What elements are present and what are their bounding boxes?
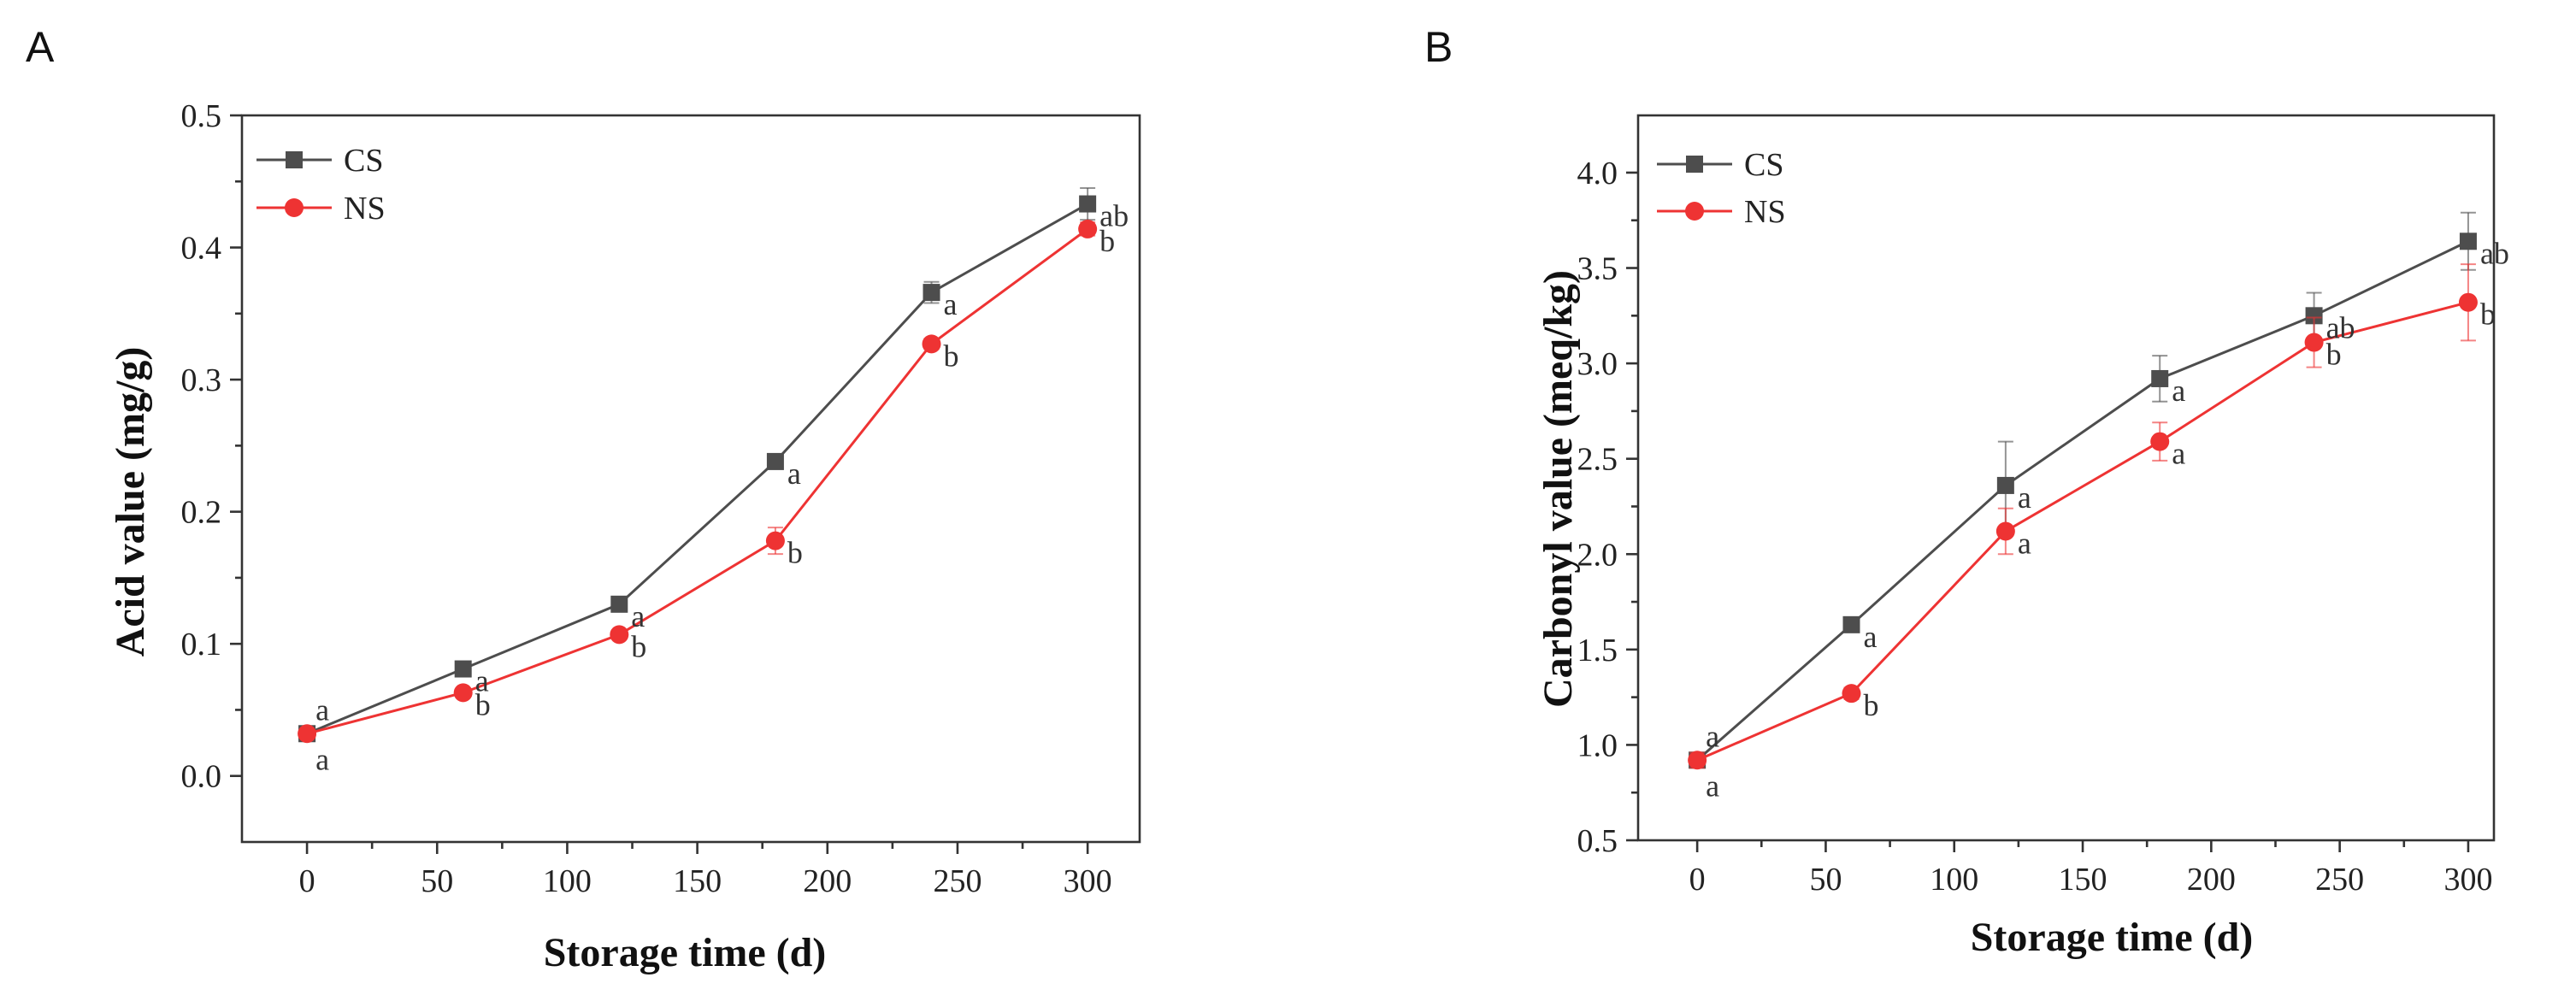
legend-marker-a-cs (286, 151, 303, 168)
y-tick-label-a-0.3: 0.3 (181, 362, 222, 398)
y-tick-label-a-0.2: 0.2 (181, 495, 222, 531)
x-tick-label-a-200: 200 (803, 863, 852, 899)
plot-area-b: 0 50 100 150 200 250 300 0.5 1.0 1.5 2.0 2.5 3.0 3.5 4… (1577, 114, 2509, 898)
panel-letter-a: A (26, 23, 55, 71)
y-tick-label-a-0.4: 0.4 (181, 231, 222, 267)
plot-area-a: 0 50 100 150 200 250 3000.00.10.20.30.40.5aaaa… (181, 98, 1141, 899)
data-point-b-cs (1842, 615, 1860, 633)
y-tick-label-b-2.5: 2.5 (1577, 442, 1618, 478)
data-point-a-ns (765, 531, 785, 550)
significance-label-a-ns: b (1099, 224, 1115, 258)
data-point-a-ns (298, 724, 317, 744)
x-tick-label-a-0: 0 (299, 863, 315, 899)
x-tick-label-b-250: 250 (2315, 862, 2364, 898)
legend-label-a-ns: NS (344, 191, 386, 227)
significance-label-a-cs: a (475, 664, 489, 698)
x-tick-label-a-300: 300 (1064, 863, 1112, 899)
data-point-a-ns (922, 334, 941, 354)
x-tick-label-b-0: 0 (1689, 862, 1706, 898)
data-point-b-ns (2458, 292, 2478, 312)
chart-panel-carbonyl-value: B 0 50 100 150 200 250 300 0.5 1.0 1.5 2.0 2.5 3.0 3.… (1424, 23, 2509, 960)
plot-frame-b (1636, 114, 2496, 842)
significance-label-a-ns: b (944, 339, 959, 373)
y-tick-label-b-3: 3.0 (1577, 346, 1618, 382)
data-point-b-ns (1842, 684, 1861, 704)
legend-marker-b-cs (1686, 156, 1703, 173)
significance-label-b-ns: b (2326, 338, 2342, 372)
legend-marker-b-ns (1685, 202, 1704, 221)
panel-letter-b: B (1424, 23, 1453, 71)
y-tick-label-a-0.5: 0.5 (181, 98, 222, 134)
significance-label-b-cs: a (1863, 620, 1877, 654)
significance-label-a-cs: a (944, 287, 958, 321)
significance-label-b-cs: ab (2480, 236, 2509, 270)
significance-label-b-ns: a (2018, 526, 2031, 560)
series-line-b-cs (1696, 239, 2469, 762)
y-tick-label-b-1: 1.0 (1577, 727, 1618, 763)
significance-label-a-cs: a (787, 456, 801, 491)
y-tick-label-b-0.5: 0.5 (1577, 823, 1618, 859)
significance-label-a-ns: a (315, 742, 329, 776)
x-tick-label-b-50: 50 (1809, 862, 1842, 898)
x-tick-label-b-100: 100 (1930, 862, 1978, 898)
data-point-b-ns (1995, 521, 2015, 541)
significance-label-b-ns: b (2480, 297, 2496, 332)
plot-frame-a (240, 114, 1141, 844)
data-point-b-ns (1688, 751, 1707, 770)
y-tick-label-a-0: 0.0 (181, 759, 222, 795)
data-point-b-cs (2151, 369, 2169, 387)
x-axis-title-b: Storage time (d) (1971, 915, 2254, 960)
significance-label-a-ns: b (631, 629, 646, 663)
y-axis-title-b: Carbonyl value (meq/kg) (1536, 270, 1581, 708)
data-point-a-cs (610, 595, 628, 613)
significance-label-b-cs: ab (2326, 310, 2355, 344)
data-point-a-cs (1079, 195, 1097, 213)
significance-label-b-ns: a (1706, 768, 1719, 803)
significance-label-a-cs: a (631, 599, 645, 633)
x-tick-label-b-150: 150 (2059, 862, 2107, 898)
x-axis-title-a: Storage time (d) (544, 930, 827, 975)
data-point-a-cs (923, 284, 940, 302)
y-tick-label-b-2: 2.0 (1577, 537, 1618, 573)
y-axis-title-a: Acid value (mg/g) (108, 347, 153, 657)
significance-label-a-ns: b (475, 687, 491, 721)
x-tick-label-b-200: 200 (2187, 862, 2236, 898)
significance-label-a-ns: b (787, 536, 803, 570)
significance-label-a-cs: a (315, 692, 329, 727)
data-point-b-cs (1996, 476, 2014, 494)
significance-label-a-cs: ab (1099, 199, 1129, 233)
x-tick-label-b-300: 300 (2443, 862, 2492, 898)
x-tick-label-a-150: 150 (673, 863, 722, 899)
data-point-b-cs (2305, 307, 2323, 325)
data-point-b-cs (2459, 233, 2477, 250)
legend-label-b-ns: NS (1744, 194, 1786, 230)
significance-label-b-cs: a (2018, 480, 2031, 515)
significance-label-b-ns: a (2172, 437, 2185, 471)
data-point-a-cs (454, 660, 472, 678)
legend-marker-a-ns (285, 198, 304, 217)
y-tick-label-b-4: 4.0 (1577, 156, 1618, 191)
data-point-b-ns (2304, 333, 2324, 352)
significance-label-b-cs: a (2172, 374, 2185, 408)
data-point-b-ns (2150, 432, 2170, 451)
data-point-a-ns (453, 683, 473, 703)
data-point-a-ns (610, 625, 629, 645)
significance-label-b-cs: a (1706, 719, 1719, 753)
data-point-a-cs (766, 452, 784, 470)
y-tick-label-a-0.1: 0.1 (181, 627, 222, 662)
x-tick-label-a-100: 100 (543, 863, 592, 899)
y-tick-label-b-3.5: 3.5 (1577, 251, 1618, 287)
series-line-b-ns (1696, 301, 2469, 762)
x-tick-label-a-50: 50 (421, 863, 453, 899)
series-line-a-ns (306, 227, 1089, 735)
x-tick-label-a-250: 250 (933, 863, 981, 899)
legend-label-b-cs: CS (1744, 147, 1783, 183)
data-point-a-ns (1078, 219, 1098, 238)
series-line-a-cs (306, 203, 1088, 735)
chart-panel-acid-value: A 0 50 100 150 200 250 3000.00.10.20.30.40.5aa… (26, 23, 1141, 975)
legend-label-a-cs: CS (344, 143, 383, 179)
y-tick-label-b-1.5: 1.5 (1577, 633, 1618, 668)
significance-label-b-ns: b (1863, 688, 1878, 722)
